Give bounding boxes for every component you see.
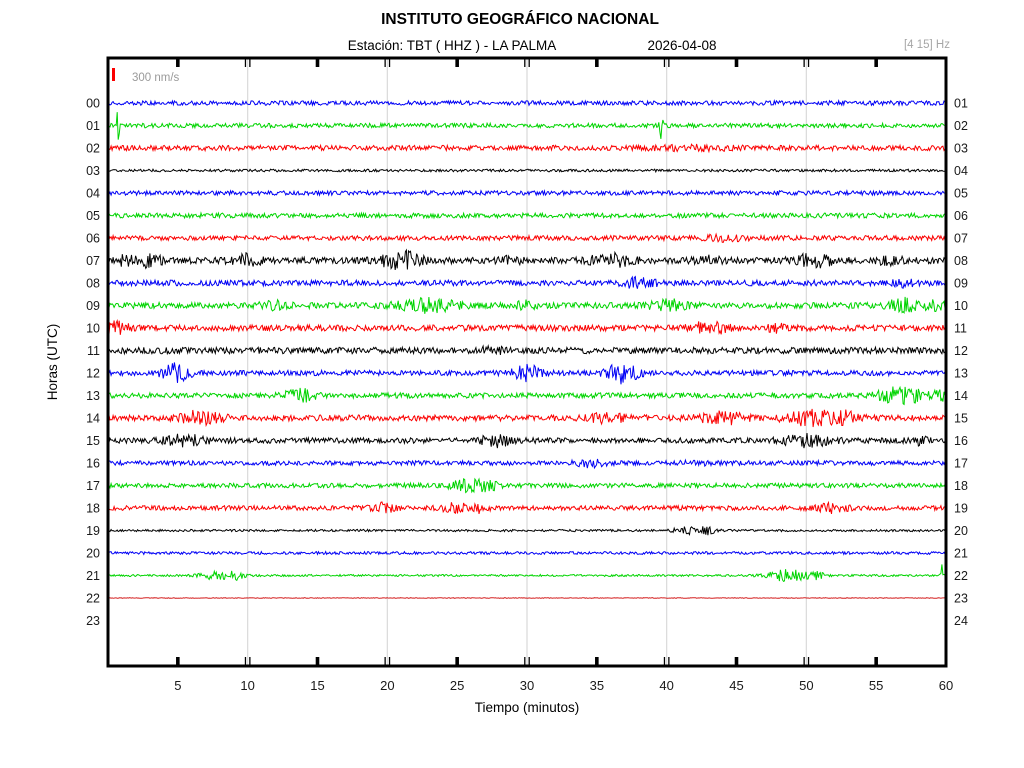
trace-row-00	[108, 98, 947, 107]
hour-label-right: 01	[954, 97, 968, 111]
trace-row-01	[107, 112, 947, 140]
hour-label-left: 12	[86, 367, 100, 381]
hour-label-right: 04	[954, 164, 968, 178]
hour-label-left: 06	[86, 232, 100, 246]
hour-label-right: 03	[954, 142, 968, 156]
hour-label-left: 04	[86, 187, 100, 201]
hour-label-left: 13	[86, 389, 100, 403]
hour-label-left: 05	[86, 209, 100, 223]
hour-label-right: 24	[954, 614, 968, 628]
date-label: 2026-04-08	[647, 38, 716, 53]
trace-row-03	[107, 168, 947, 174]
trace-row-07	[107, 248, 947, 270]
hour-label-left: 01	[86, 119, 100, 133]
trace-row-12	[107, 362, 947, 385]
trace-row-05	[107, 211, 947, 220]
x-tick-label: 15	[310, 678, 324, 693]
trace-row-08	[107, 275, 947, 289]
trace-row-04	[107, 189, 947, 197]
hour-label-right: 15	[954, 412, 968, 426]
hour-label-left: 23	[86, 614, 100, 628]
x-tick-label: 20	[380, 678, 394, 693]
filter-band-label: [4 15] Hz	[904, 39, 950, 51]
x-tick-label: 30	[520, 678, 534, 693]
station-label: Estación: TBT ( HHZ ) - LA PALMA	[348, 38, 557, 53]
trace-row-06	[108, 232, 947, 243]
hour-label-right: 22	[954, 569, 968, 583]
x-tick-label: 60	[939, 678, 953, 693]
x-tick-label: 45	[729, 678, 743, 693]
x-tick-label: 5	[174, 678, 181, 693]
hour-label-left: 20	[86, 547, 100, 561]
trace-row-15	[107, 432, 947, 449]
x-tick-label: 25	[450, 678, 464, 693]
hour-label-right: 10	[954, 299, 968, 313]
x-tick-label: 50	[799, 678, 813, 693]
trace-row-10	[107, 318, 946, 335]
hour-label-left: 02	[86, 142, 100, 156]
hour-label-right: 18	[954, 479, 968, 493]
hour-label-right: 14	[954, 389, 968, 403]
x-tick-label: 10	[240, 678, 254, 693]
hour-label-left: 07	[86, 254, 100, 268]
hour-label-left: 16	[86, 457, 100, 471]
hour-label-right: 12	[954, 344, 968, 358]
trace-row-22	[107, 597, 947, 599]
hour-label-right: 06	[954, 209, 968, 223]
page-title: INSTITUTO GEOGRÁFICO NACIONAL	[381, 11, 659, 28]
trace-row-21	[107, 564, 947, 583]
hour-label-right: 02	[954, 119, 968, 133]
scale-bar-icon	[112, 68, 115, 81]
trace-row-13	[107, 385, 947, 406]
trace-row-09	[107, 296, 947, 315]
hour-label-left: 17	[86, 479, 100, 493]
amplitude-legend: 300 nm/s	[112, 68, 180, 84]
hour-label-right: 16	[954, 434, 968, 448]
hour-label-right: 20	[954, 524, 968, 538]
trace-row-17	[107, 477, 947, 494]
hour-label-left: 22	[86, 592, 100, 606]
hour-label-left: 19	[86, 524, 100, 538]
hour-label-left: 10	[86, 322, 100, 336]
hour-label-left: 03	[86, 164, 100, 178]
hour-label-right: 23	[954, 592, 968, 606]
hour-label-right: 17	[954, 457, 968, 471]
plot-frame	[106, 56, 948, 668]
hour-label-right: 19	[954, 502, 968, 516]
trace-row-14	[107, 408, 947, 428]
trace-row-20	[107, 550, 947, 556]
trace-row-19	[107, 525, 947, 537]
x-tick-label: 35	[590, 678, 604, 693]
hour-label-left: 18	[86, 502, 100, 516]
hour-label-right: 05	[954, 187, 968, 201]
x-tick-label: 40	[659, 678, 673, 693]
hour-label-left: 14	[86, 412, 100, 426]
hour-label-right: 07	[954, 232, 968, 246]
trace-row-11	[107, 344, 947, 356]
hour-label-left: 11	[87, 344, 100, 358]
scale-label: 300 nm/s	[132, 72, 180, 84]
hour-label-left: 21	[86, 569, 100, 583]
hour-label-left: 09	[86, 299, 100, 313]
hour-label-right: 21	[954, 547, 968, 561]
trace-row-16	[107, 458, 947, 470]
y-axis-title: Horas (UTC)	[45, 324, 60, 401]
x-tick-label: 55	[869, 678, 883, 693]
x-axis-title: Tiempo (minutos)	[475, 700, 580, 715]
hour-label-left: 15	[86, 434, 100, 448]
hour-label-right: 08	[954, 254, 968, 268]
hour-label-left: 08	[86, 277, 100, 291]
hour-label-right: 09	[954, 277, 968, 291]
hour-label-right: 11	[954, 322, 967, 336]
hour-label-right: 13	[954, 367, 968, 381]
trace-row-18	[107, 500, 947, 515]
trace-row-02	[107, 143, 947, 154]
hour-label-left: 00	[86, 97, 100, 111]
plot-area: 5 10 15 20 25 30 35 40 45 50 55 60 00 01 01 02 02 03 03 04 0…	[86, 56, 968, 693]
